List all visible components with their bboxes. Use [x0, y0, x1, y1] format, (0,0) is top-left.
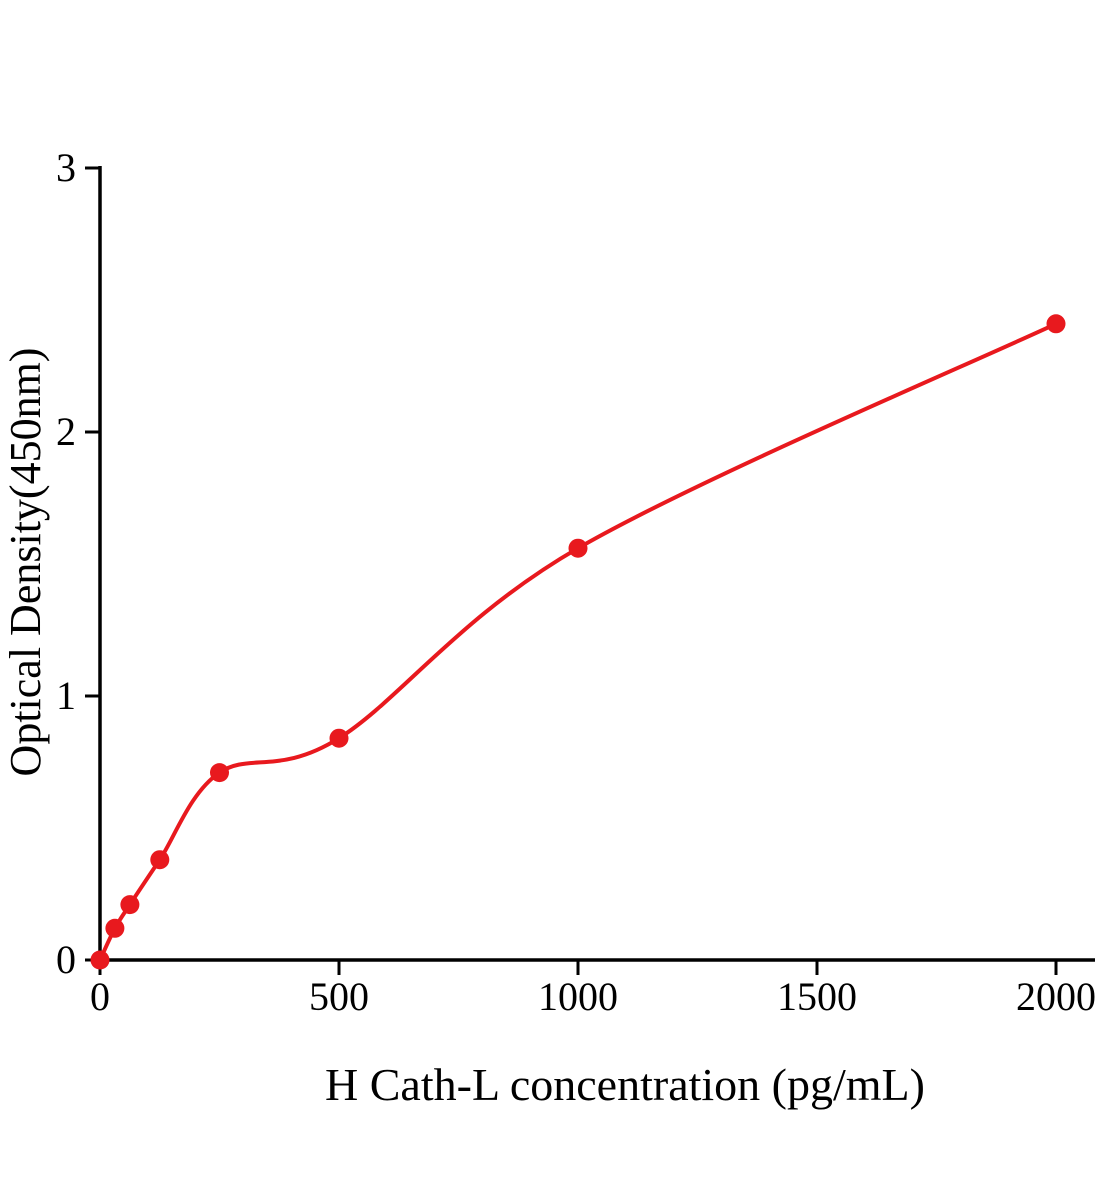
x-tick-label: 500 — [309, 974, 369, 1019]
data-point — [150, 850, 170, 870]
y-tick-label: 0 — [56, 937, 76, 982]
data-point — [120, 895, 140, 915]
y-axis-title: Optical Density(450nm) — [1, 348, 50, 777]
y-tick-label: 1 — [56, 673, 76, 718]
data-points — [90, 314, 1066, 970]
fit-curve-path — [98, 321, 1058, 962]
axes — [98, 166, 1095, 962]
fit-curve — [98, 321, 1058, 962]
data-point — [90, 950, 110, 970]
axis-tick-labels: 0 500 1000 1500 2000 0 1 2 3 — [56, 145, 1096, 1019]
x-tick-label: 2000 — [1016, 974, 1096, 1019]
data-point — [1046, 314, 1066, 334]
x-tick-label: 1000 — [538, 974, 618, 1019]
data-point — [105, 918, 125, 938]
data-point — [329, 728, 349, 748]
x-axis-title: H Cath-L concentration (pg/mL) — [325, 1059, 925, 1110]
y-tick-label: 3 — [56, 145, 76, 190]
data-point — [210, 763, 229, 783]
axis-ticks — [85, 166, 1058, 975]
data-point — [568, 538, 588, 558]
y-tick-label: 2 — [56, 409, 76, 454]
x-tick-label: 0 — [90, 974, 110, 1019]
x-tick-label: 1500 — [777, 974, 857, 1019]
